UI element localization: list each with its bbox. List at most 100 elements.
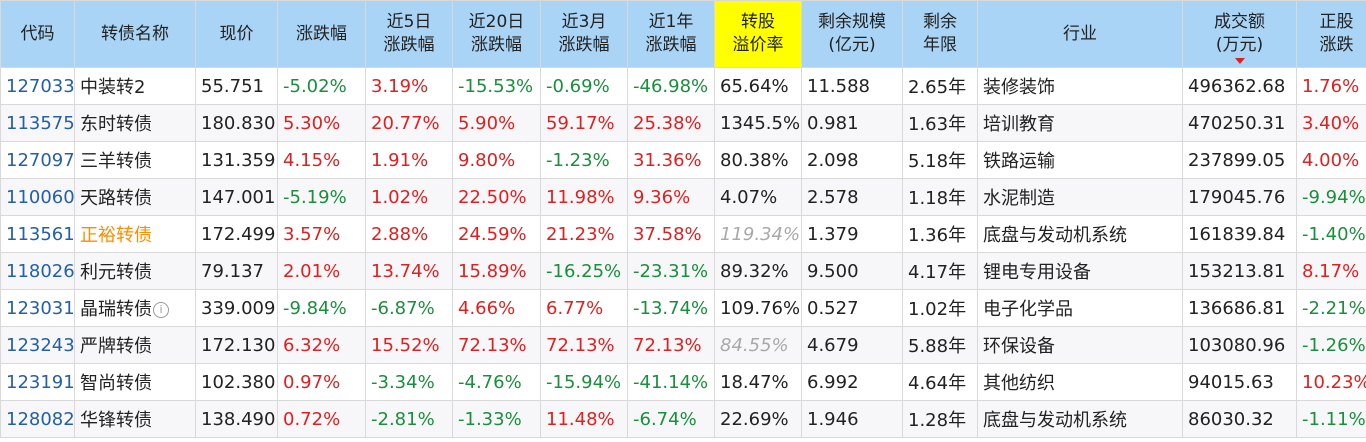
table-row[interactable]: 127097 三羊转债 131.359 4.15% 1.91% 9.80% -1.23% 31… <box>0 141 1366 179</box>
sort-desc-icon[interactable] <box>1234 58 1245 64</box>
cell-change: 0.97% <box>277 363 366 401</box>
cell-chg20d: 9.80% <box>452 141 541 179</box>
cell-name[interactable]: 三羊转债 <box>74 141 196 179</box>
cell-code[interactable]: 123191 <box>0 363 75 401</box>
cell-name[interactable]: 中装转2 <box>74 67 196 105</box>
table-row[interactable]: 113575 东时转债 180.830 5.30% 20.77% 5.90% 59.17% 2… <box>0 104 1366 142</box>
bond-name-label[interactable]: 智尚转债 <box>80 373 152 394</box>
cell-volume: 179045.76 <box>1182 178 1297 216</box>
cell-scale: 4.679 <box>801 326 903 364</box>
column-header-name[interactable]: 转债名称 <box>74 0 196 68</box>
cell-chg3m: -1.23% <box>540 141 628 179</box>
column-header-premium[interactable]: 转股 溢价率 <box>714 0 802 68</box>
cell-chg3m: 6.77% <box>540 289 628 327</box>
cell-code[interactable]: 113575 <box>0 104 75 142</box>
cell-chg3m: -16.25% <box>540 252 628 290</box>
cell-code[interactable]: 123243 <box>0 326 75 364</box>
cell-chg5d: 1.02% <box>365 178 453 216</box>
cell-stockchg: 10.23% <box>1296 363 1366 401</box>
column-header-volume[interactable]: 成交额 (万元) <box>1182 0 1297 68</box>
bond-name-label[interactable]: 正裕转债 <box>80 225 152 246</box>
column-header-label: 近20日 <box>468 12 525 32</box>
cell-volume: 161839.84 <box>1182 215 1297 253</box>
column-header-years[interactable]: 剩余 年限 <box>902 0 978 68</box>
cell-name[interactable]: 华锋转债 <box>74 400 196 438</box>
column-header-chg1y[interactable]: 近1年涨跌幅 <box>627 0 715 68</box>
cell-code[interactable]: 127097 <box>0 141 75 179</box>
cell-name[interactable]: 天路转债 <box>74 178 196 216</box>
info-icon[interactable]: i <box>153 302 169 318</box>
table-row[interactable]: 123243 严牌转债 172.130 6.32% 15.52% 72.13% 72.13%… <box>0 326 1366 364</box>
column-header-industry[interactable]: 行业 <box>977 0 1183 68</box>
cell-chg20d: -4.76% <box>452 363 541 401</box>
cell-name[interactable]: 晶瑞转债 i <box>74 289 196 327</box>
cell-change: 2.01% <box>277 252 366 290</box>
table-row[interactable]: 123031 晶瑞转债 i 339.009 -9.84% -6.87% 4.66% 6.77%… <box>0 289 1366 327</box>
cell-code[interactable]: 123031 <box>0 289 75 327</box>
cell-premium: 109.76% <box>714 289 802 327</box>
cell-chg20d: 5.90% <box>452 104 541 142</box>
cell-price: 172.499 <box>195 215 278 253</box>
column-header-label: 涨跌 <box>1319 35 1354 55</box>
cell-code[interactable]: 118026 <box>0 252 75 290</box>
cell-industry: 底盘与发动机系统 <box>977 215 1183 253</box>
bond-name-label[interactable]: 三羊转债 <box>80 151 152 172</box>
cell-name[interactable]: 东时转债 <box>74 104 196 142</box>
column-header-stockchg[interactable]: 正股 涨跌 <box>1296 0 1366 68</box>
bond-name-label[interactable]: 晶瑞转债 <box>80 299 152 320</box>
cell-volume: 94015.63 <box>1182 363 1297 401</box>
cell-chg1y: -41.14% <box>627 363 715 401</box>
column-header-label: 涨跌幅 <box>558 35 610 55</box>
cell-stockchg: -1.11% <box>1296 400 1366 438</box>
cell-stockchg: -9.94% <box>1296 178 1366 216</box>
cell-chg3m: 21.23% <box>540 215 628 253</box>
cell-name[interactable]: 利元转债 <box>74 252 196 290</box>
column-header-chg5d[interactable]: 近5日 涨跌幅 <box>365 0 453 68</box>
bond-name-label[interactable]: 中装转2 <box>80 77 146 98</box>
cell-years: 1.28年 <box>902 400 978 438</box>
cell-chg5d: 20.77% <box>365 104 453 142</box>
bond-name-label[interactable]: 华锋转债 <box>80 410 152 431</box>
column-header-chg20d[interactable]: 近20日 涨跌幅 <box>452 0 541 68</box>
cell-stockchg: -1.40% <box>1296 215 1366 253</box>
cell-code[interactable]: 113561 <box>0 215 75 253</box>
bond-name-label[interactable]: 利元转债 <box>80 262 152 283</box>
cell-scale: 11.588 <box>801 67 903 105</box>
cell-chg5d: -6.87% <box>365 289 453 327</box>
cell-chg20d: 22.50% <box>452 178 541 216</box>
bond-name-label[interactable]: 严牌转债 <box>80 336 152 357</box>
column-header-price[interactable]: 现价 <box>195 0 278 68</box>
cell-years: 4.17年 <box>902 252 978 290</box>
cell-code[interactable]: 128082 <box>0 400 75 438</box>
column-header-scale[interactable]: 剩余规模 (亿元) <box>801 0 903 68</box>
column-header-label: 涨跌幅 <box>645 35 697 55</box>
bond-name-label[interactable]: 天路转债 <box>80 188 152 209</box>
table-row[interactable]: 123191 智尚转债 102.380 0.97% -3.34% -4.76% -15.94… <box>0 363 1366 401</box>
column-header-code[interactable]: 代码 <box>0 0 75 68</box>
column-header-label: 近1年 <box>648 12 694 32</box>
cell-chg3m: 59.17% <box>540 104 628 142</box>
table-row[interactable]: 128082 华锋转债 138.490 0.72% -2.81% -1.33% 11.48%… <box>0 400 1366 438</box>
column-header-label: 行业 <box>1063 23 1097 44</box>
cell-code[interactable]: 110060 <box>0 178 75 216</box>
table-row[interactable]: 110060 天路转债 147.001 -5.19% 1.02% 22.50% 11.98%… <box>0 178 1366 216</box>
cell-industry: 电子化学品 <box>977 289 1183 327</box>
cell-stockchg: -2.21% <box>1296 289 1366 327</box>
cell-name[interactable]: 智尚转债 <box>74 363 196 401</box>
cell-scale: 2.578 <box>801 178 903 216</box>
cell-name[interactable]: 严牌转债 <box>74 326 196 364</box>
cell-scale: 2.098 <box>801 141 903 179</box>
bond-name-label[interactable]: 东时转债 <box>80 114 152 135</box>
cell-chg20d: -15.53% <box>452 67 541 105</box>
cell-code[interactable]: 127033 <box>0 67 75 105</box>
cell-chg1y: 25.38% <box>627 104 715 142</box>
table-row[interactable]: 113561 正裕转债 172.499 3.57% 2.88% 24.59% 21.23% 3… <box>0 215 1366 253</box>
column-header-change[interactable]: 涨跌幅 <box>277 0 366 68</box>
cell-premium: 84.55% <box>714 326 802 364</box>
column-header-chg3m[interactable]: 近3月 涨跌幅 <box>540 0 628 68</box>
table-row[interactable]: 127033 中装转2 55.751 -5.02% 3.19% -15.53% -0.69%… <box>0 67 1366 105</box>
table-row[interactable]: 118026 利元转债 79.137 2.01% 13.74% 15.89% -16.25%… <box>0 252 1366 290</box>
cell-chg1y: -13.74% <box>627 289 715 327</box>
cell-name[interactable]: 正裕转债 <box>74 215 196 253</box>
table-header-row: 代码 转债名称 现价 涨跌幅 近5日 涨跌幅 近20日 涨跌幅 近3月 涨跌幅 近1年 涨跌幅 转股 溢价… <box>0 0 1366 68</box>
